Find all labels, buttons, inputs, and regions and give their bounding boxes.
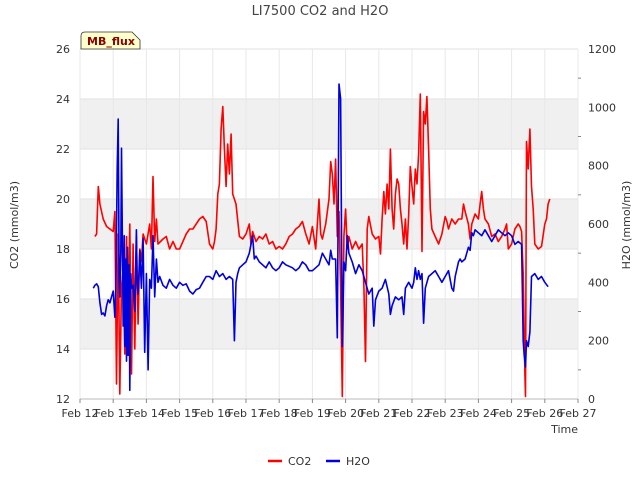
badge-label: MB_flux [87, 35, 135, 48]
y-left-tick-label: 12 [56, 393, 70, 406]
y-left-tick-label: 20 [56, 193, 70, 206]
badge-shape [80, 31, 141, 50]
y-right-tick-label: 600 [588, 218, 609, 231]
y-left-tick-label: 16 [56, 293, 70, 306]
series-layer [92, 83, 551, 398]
x-tick-label: Feb 27 [560, 407, 597, 420]
x-tick-label: Feb 26 [526, 407, 563, 420]
y-left-tick-label: 22 [56, 143, 70, 156]
x-tick-label: Feb 23 [427, 407, 464, 420]
x-tick-label: Feb 18 [261, 407, 298, 420]
x-tick-label: Feb 17 [228, 407, 265, 420]
y-right-tick-label: 0 [588, 393, 595, 406]
x-axis-title: Time [550, 423, 578, 436]
axes [79, 77, 581, 403]
x-tick-label: Feb 22 [394, 407, 431, 420]
y-right-tick-label: 1000 [588, 101, 616, 114]
y-axis-right-title: H2O (mmol/m3) [620, 181, 633, 270]
mb-flux-badge: MB_flux [80, 31, 141, 50]
y-right-tick-label: 400 [588, 276, 609, 289]
y-right-tick-label: 800 [588, 160, 609, 173]
x-tick-label: Feb 15 [161, 407, 198, 420]
y-left-tick-label: 18 [56, 243, 70, 256]
legend-label-co2: CO2 [288, 455, 311, 468]
background-band [80, 99, 578, 149]
x-tick-label: Feb 21 [360, 407, 397, 420]
x-tick-label: Feb 24 [460, 407, 497, 420]
y-left-tick-label: 14 [56, 343, 70, 356]
legend-label-h2o: H2O [346, 455, 370, 468]
x-tick-label: Feb 14 [128, 407, 165, 420]
x-tick-label: Feb 20 [327, 407, 364, 420]
y-right-tick-label: 200 [588, 335, 609, 348]
y-axis-left-title: CO2 (mmol/m3) [8, 181, 21, 269]
x-tick-label: Feb 12 [62, 407, 99, 420]
y-left-tick-label: 26 [56, 43, 70, 56]
x-tick-label: Feb 19 [294, 407, 331, 420]
series-line-co2 [94, 93, 551, 398]
background-band [80, 199, 578, 249]
x-tick-label: Feb 16 [194, 407, 231, 420]
y-left-tick-label: 24 [56, 93, 70, 106]
chart-title: LI7500 CO2 and H2O [252, 4, 389, 19]
background-bands [80, 99, 578, 349]
x-tick-label: Feb 13 [95, 407, 132, 420]
legend: CO2 H2O [268, 455, 370, 468]
background-band [80, 299, 578, 349]
x-tick-label: Feb 25 [493, 407, 530, 420]
y-right-tick-label: 1200 [588, 43, 616, 56]
series-line-h2o [92, 83, 549, 392]
